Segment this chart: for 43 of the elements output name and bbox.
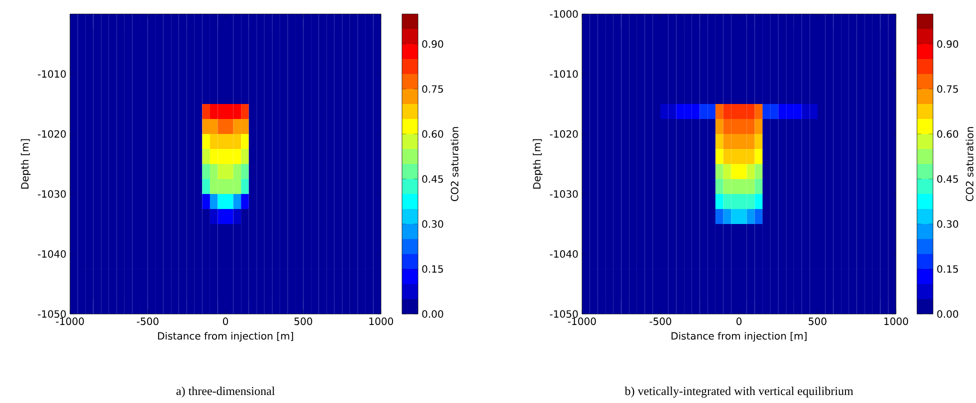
text: b) vetically-integrated with vertical equilibrium <box>624 386 854 398</box>
x-tick-label: 1000 <box>369 318 394 326</box>
y-tick-label: -1010 <box>550 70 578 78</box>
y-tick-label: -1020 <box>38 130 66 138</box>
color-bar-label: 0.15 <box>937 265 958 273</box>
color-bar-label: 0.00 <box>937 310 958 318</box>
color-bar-label: 0.30 <box>937 220 958 228</box>
color-bar-label: 0.90 <box>937 40 958 48</box>
text: a) three-dimensional <box>176 386 275 398</box>
y-tick-label: -1050 <box>550 310 578 318</box>
x-tick-label: 0 <box>222 318 228 326</box>
y-tick-label: -1020 <box>550 130 578 138</box>
color-bar-label: 0.60 <box>937 130 958 138</box>
y-tick-label: -1030 <box>550 190 578 198</box>
y-axis-title: Depth [m] <box>20 139 31 189</box>
y-tick-label: -1000 <box>550 10 578 18</box>
x-tick-label: -1000 <box>568 318 596 326</box>
color-bar-label: 0.45 <box>422 175 443 183</box>
y-tick-label: -1040 <box>550 250 578 258</box>
color-bar-title: CO2 saturation <box>966 127 974 202</box>
color-bar-label: 0.75 <box>422 85 443 93</box>
x-axis-title: Distance from injection [m] <box>158 332 294 342</box>
x-tick-label: 0 <box>736 318 742 326</box>
y-tick-label: -1010 <box>38 70 66 78</box>
x-tick-label: -500 <box>136 318 158 326</box>
color-bar-label: 0.45 <box>937 175 958 183</box>
y-tick-label: -1040 <box>38 250 66 258</box>
color-bar-label: 0.60 <box>422 130 444 138</box>
y-tick-label: -1030 <box>38 190 66 198</box>
color-bar-label: 0.75 <box>937 85 958 93</box>
x-tick-label: 1000 <box>884 318 908 326</box>
x-tick-label: 500 <box>808 318 826 326</box>
color-bar-title: CO2 saturation <box>450 127 458 202</box>
y-axis-title: Depth [m] <box>532 139 543 189</box>
x-tick-label: -500 <box>650 318 672 326</box>
color-bar-label: 0.00 <box>422 310 444 318</box>
color-bar-label: 0.90 <box>422 40 444 48</box>
x-axis-title: Distance from injection [m] <box>672 332 807 342</box>
color-bar-label: 0.15 <box>422 265 443 273</box>
x-tick-label: 500 <box>294 318 312 326</box>
x-tick-label: -1000 <box>56 318 84 326</box>
y-tick-label: -1050 <box>38 310 66 318</box>
color-bar-label: 0.30 <box>422 220 444 228</box>
